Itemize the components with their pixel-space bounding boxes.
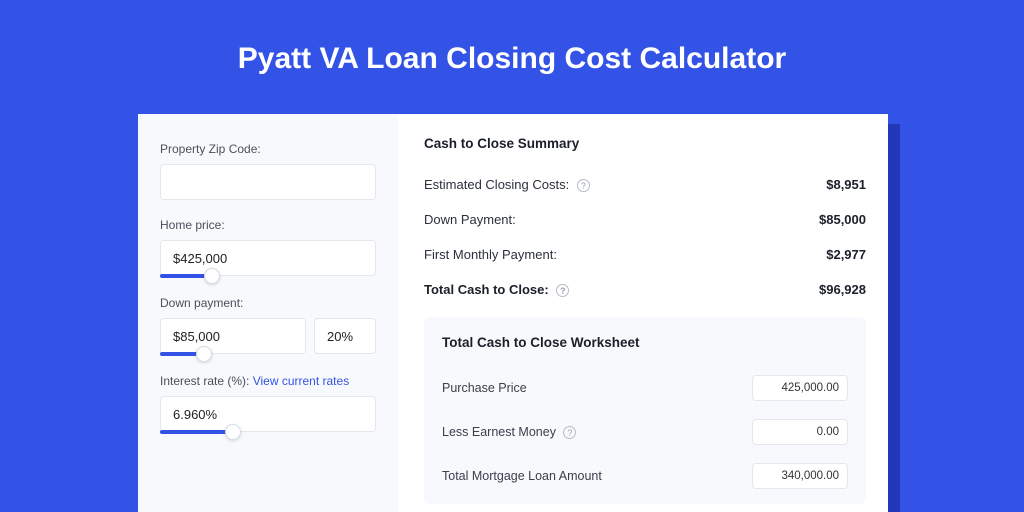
help-icon[interactable]: ? <box>556 284 569 297</box>
zip-group: Property Zip Code: <box>160 142 376 200</box>
calculator-card: Property Zip Code: Home price: Down paym… <box>138 114 888 512</box>
interest-rate-slider[interactable] <box>160 430 376 434</box>
worksheet-row: Purchase Price <box>442 366 848 410</box>
summary-row-label: First Monthly Payment: <box>424 247 557 262</box>
worksheet-row: Total Mortgage Loan Amount <box>442 454 848 498</box>
summary-row-value: $8,951 <box>826 177 866 192</box>
zip-label: Property Zip Code: <box>160 142 376 156</box>
down-payment-slider-thumb[interactable] <box>196 346 212 362</box>
summary-row: First Monthly Payment: $2,977 <box>424 237 866 272</box>
worksheet-title: Total Cash to Close Worksheet <box>442 335 848 350</box>
summary-title: Cash to Close Summary <box>424 136 866 151</box>
worksheet-panel: Total Cash to Close Worksheet Purchase P… <box>424 317 866 504</box>
worksheet-purchase-price-input[interactable] <box>752 375 848 401</box>
summary-row: Down Payment: $85,000 <box>424 202 866 237</box>
down-payment-input[interactable] <box>160 318 306 354</box>
worksheet-row-label: Less Earnest Money <box>442 425 556 439</box>
summary-row-value: $2,977 <box>826 247 866 262</box>
down-payment-pct-input[interactable] <box>314 318 376 354</box>
home-price-slider[interactable] <box>160 274 376 278</box>
results-panel: Cash to Close Summary Estimated Closing … <box>398 114 888 512</box>
interest-rate-label-text: Interest rate (%): <box>160 374 253 388</box>
interest-rate-slider-thumb[interactable] <box>225 424 241 440</box>
interest-rate-input[interactable] <box>160 396 376 432</box>
interest-rate-group: Interest rate (%): View current rates <box>160 374 376 434</box>
home-price-label: Home price: <box>160 218 376 232</box>
worksheet-row-label: Purchase Price <box>442 381 527 395</box>
zip-input[interactable] <box>160 164 376 200</box>
help-icon[interactable]: ? <box>577 179 590 192</box>
down-payment-group: Down payment: <box>160 296 376 356</box>
help-icon[interactable]: ? <box>563 426 576 439</box>
inputs-panel: Property Zip Code: Home price: Down paym… <box>138 114 398 512</box>
view-rates-link[interactable]: View current rates <box>253 374 350 388</box>
down-payment-label: Down payment: <box>160 296 376 310</box>
worksheet-row: Less Earnest Money ? <box>442 410 848 454</box>
page-title: Pyatt VA Loan Closing Cost Calculator <box>0 0 1024 106</box>
interest-rate-slider-fill <box>160 430 233 434</box>
summary-row-value: $85,000 <box>819 212 866 227</box>
down-payment-slider[interactable] <box>160 352 306 356</box>
summary-row-label: Down Payment: <box>424 212 516 227</box>
home-price-input[interactable] <box>160 240 376 276</box>
summary-total-value: $96,928 <box>819 282 866 297</box>
summary-total-row: Total Cash to Close: ? $96,928 <box>424 272 866 307</box>
home-price-group: Home price: <box>160 218 376 278</box>
interest-rate-label: Interest rate (%): View current rates <box>160 374 376 388</box>
worksheet-earnest-money-input[interactable] <box>752 419 848 445</box>
summary-row-label: Estimated Closing Costs: <box>424 177 569 192</box>
home-price-slider-thumb[interactable] <box>204 268 220 284</box>
worksheet-row-label: Total Mortgage Loan Amount <box>442 469 602 483</box>
summary-row: Estimated Closing Costs: ? $8,951 <box>424 167 866 202</box>
worksheet-mortgage-amount-input[interactable] <box>752 463 848 489</box>
summary-total-label: Total Cash to Close: <box>424 282 549 297</box>
